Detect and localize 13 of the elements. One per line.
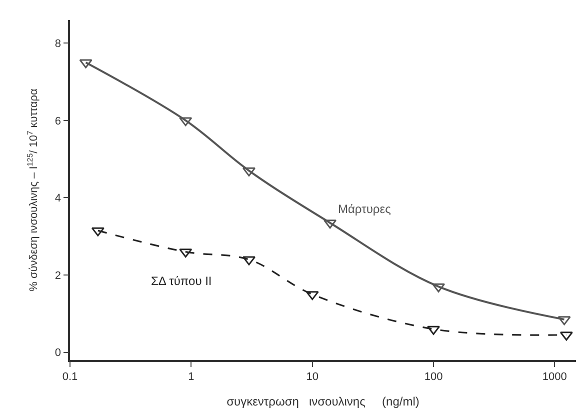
y-tick-label: 2 [54, 270, 62, 282]
y-tick-label: 4 [54, 192, 62, 205]
x-tick-label: 0.1 [62, 370, 78, 383]
x-tick-label: 10 [306, 370, 318, 383]
x-axis-title: συγκεντρωση ινσουλινης (ng/ml) [226, 394, 420, 408]
y-tick-label: 8 [54, 38, 62, 50]
y-tick-label: 0 [54, 347, 62, 360]
x-tick-label: 1000 [542, 370, 567, 383]
y-tick-label: 6 [54, 115, 62, 128]
series-label: ΣΔ τύπου II [151, 274, 212, 288]
series-label: Μάρτυρες [338, 202, 392, 216]
x-tick-label: 100 [424, 370, 443, 383]
x-tick-label: 1 [188, 370, 194, 383]
